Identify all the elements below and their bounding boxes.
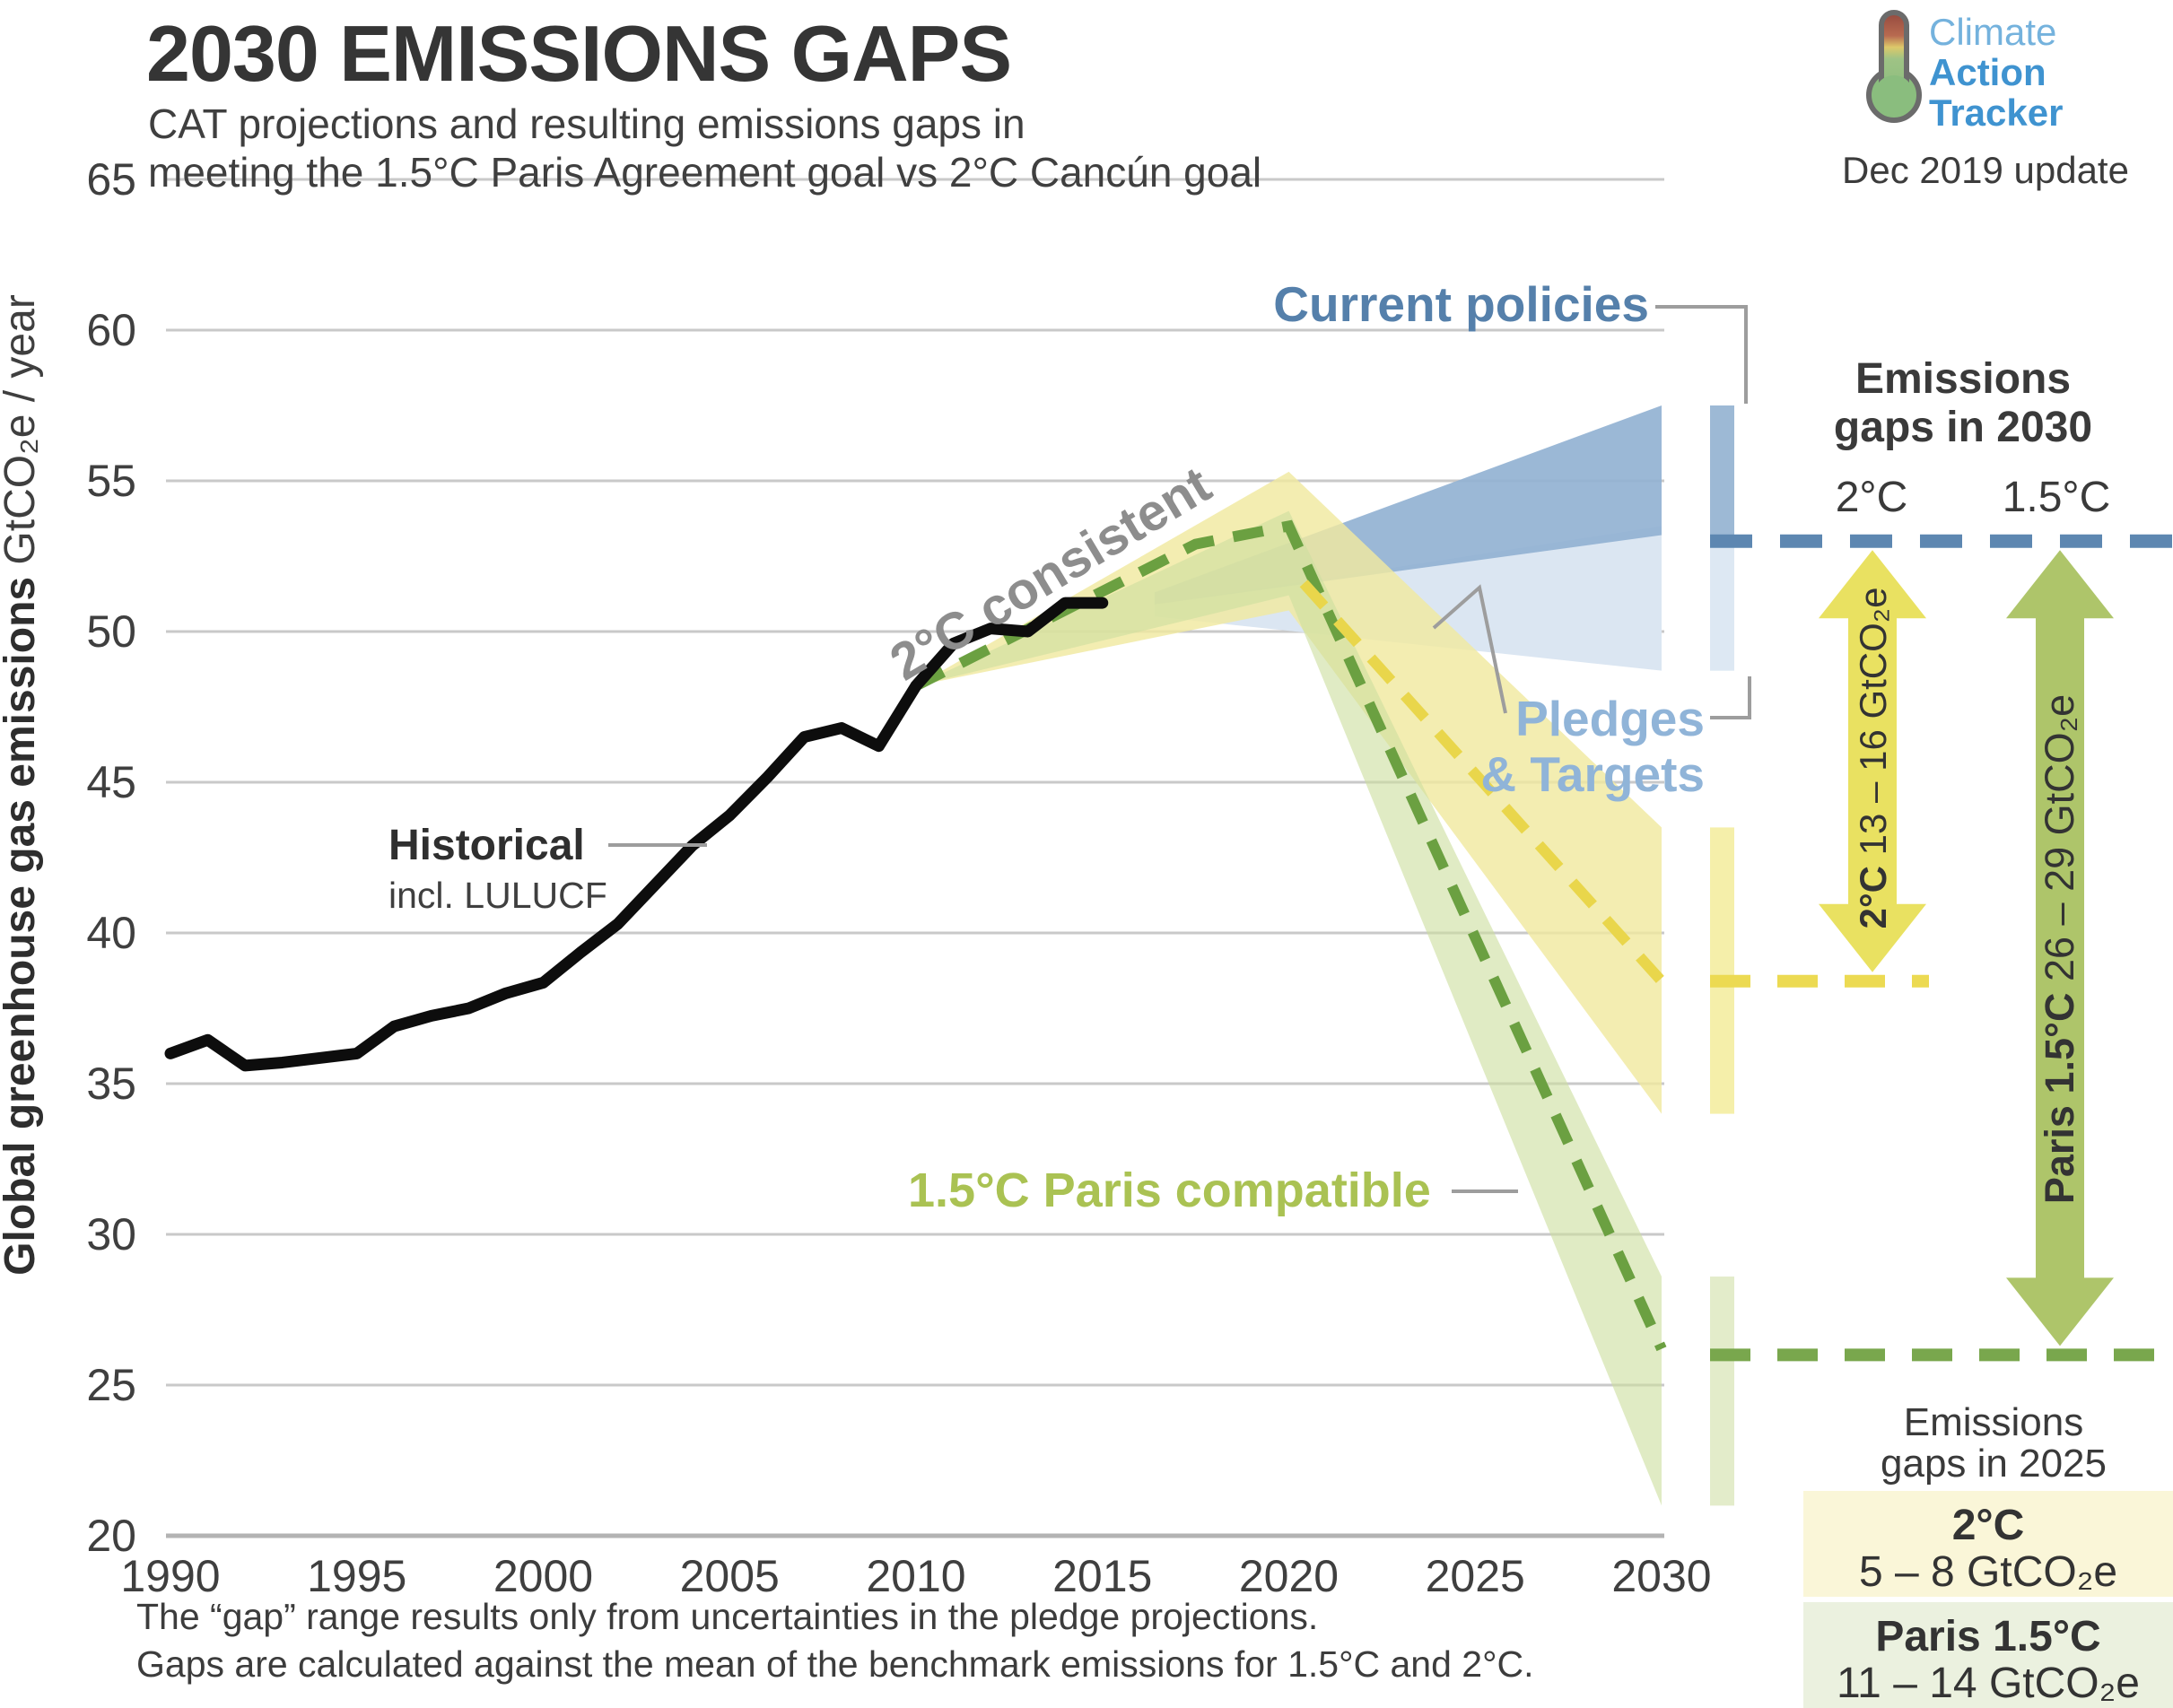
update-note: Dec 2019 update xyxy=(1842,149,2129,191)
logo-word-action: Action xyxy=(1929,51,2046,93)
y-tick-label-35: 35 xyxy=(86,1059,136,1109)
x-tick-label-1995: 1995 xyxy=(307,1551,406,1601)
paris-15-band xyxy=(916,510,1662,1506)
y-tick-label-55: 55 xyxy=(86,456,136,506)
bar-pledges xyxy=(1710,535,1734,671)
two-deg-pathway xyxy=(1299,580,1666,985)
logo-word-climate: Climate xyxy=(1929,11,2056,53)
x-tick-label-2030: 2030 xyxy=(1611,1551,1711,1601)
gridlines xyxy=(166,178,1664,1538)
x-tick-label-2025: 2025 xyxy=(1426,1551,1525,1601)
range-bars-2030 xyxy=(1710,405,1734,1506)
historical-sublabel: incl. LULUCF xyxy=(388,875,607,916)
gaps-2030-col-2c: 2°C xyxy=(1836,474,1908,521)
y-tick-label-65: 65 xyxy=(86,154,136,205)
one-five-compatible-label: 1.5°C Paris compatible xyxy=(908,1163,1431,1217)
x-tick-label-2000: 2000 xyxy=(493,1551,593,1601)
bar-one-five xyxy=(1710,1277,1734,1506)
gaps-2025-title-line1: Emissions xyxy=(1904,1400,2084,1444)
y-tick-label-20: 20 xyxy=(86,1511,136,1561)
gap-arrow-2c-label-range: 13 – 16 GtCO₂e xyxy=(1852,588,1894,856)
benchmark-dashed-lines xyxy=(1710,534,2173,1362)
y-tick-label-45: 45 xyxy=(86,757,136,807)
y-axis-title-bold: Global greenhouse gas emissions xyxy=(0,577,44,1276)
current-policies-label: Current policies xyxy=(1273,276,1649,332)
gap-arrow-2c-label-bold: 2°C xyxy=(1852,855,1894,928)
gaps-2030-title-line2: gaps in 2030 xyxy=(1834,404,2092,451)
gaps-2030-title-line1: Emissions xyxy=(1855,355,2071,403)
climate-action-tracker-logo: Climate Action Tracker xyxy=(1866,10,2063,134)
y-axis-title-unit: GtCO₂e / year xyxy=(0,294,44,577)
x-tick-label-1990: 1990 xyxy=(120,1551,220,1601)
y-tick-label-30: 30 xyxy=(86,1209,136,1259)
y-axis-title: Global greenhouse gas emissions GtCO₂e /… xyxy=(0,294,44,1276)
gaps-2025-2c-box xyxy=(1803,1491,2173,1597)
y-tick-label-60: 60 xyxy=(86,305,136,355)
bar-two-deg xyxy=(1710,827,1734,1114)
historical-line xyxy=(164,597,1109,1072)
gaps-2025-2c-label: 2°C xyxy=(1952,1502,2025,1549)
logo-word-tracker: Tracker xyxy=(1929,92,2063,134)
thermometer-icon xyxy=(1866,10,1922,123)
gap-arrow-15 xyxy=(2006,550,2114,1346)
gap-arrow-15-label-bold: Paris 1.5°C xyxy=(2037,981,2082,1204)
scenario-bands xyxy=(916,405,1662,1506)
gap-arrows xyxy=(1819,550,2114,1346)
gaps-2025-2c-value: 5 – 8 GtCO₂e xyxy=(1859,1548,2117,1596)
gaps-2025-15-label: Paris 1.5°C xyxy=(1875,1613,2100,1660)
gap-arrow-2c xyxy=(1819,550,1926,972)
page-title: 2030 EMISSIONS GAPS xyxy=(146,9,1011,98)
x-tick-label-2005: 2005 xyxy=(680,1551,780,1601)
x-tick-label-2020: 2020 xyxy=(1239,1551,1339,1601)
pledges-label-line1: Pledges xyxy=(1515,691,1705,746)
current-policies-leader-line xyxy=(1655,305,1748,404)
x-tick-label-2010: 2010 xyxy=(866,1551,965,1601)
x-tick-label-2015: 2015 xyxy=(1052,1551,1152,1601)
pledges-leader-line xyxy=(1710,676,1751,719)
gap-arrow-15-label: Paris 1.5°C 26 – 29 GtCO₂e xyxy=(2037,694,2082,1204)
gap-arrow-15-label-range: 26 – 29 GtCO₂e xyxy=(2037,694,2082,981)
pledges-label-line2: & Targets xyxy=(1480,746,1705,802)
gaps-2025-title-line2: gaps in 2025 xyxy=(1881,1442,2107,1486)
footnote-line1: The “gap” range results only from uncert… xyxy=(136,1596,1318,1637)
gaps-2030-col-15c: 1.5°C xyxy=(2003,474,2111,521)
historical-label: Historical xyxy=(388,822,585,869)
page-subtitle-line1: CAT projections and resulting emissions … xyxy=(148,100,1025,147)
gap-arrow-2c-label: 2°C 13 – 16 GtCO₂e xyxy=(1852,588,1894,929)
y-tick-label-25: 25 xyxy=(86,1360,136,1410)
y-tick-label-50: 50 xyxy=(86,606,136,657)
historical-emissions-line xyxy=(164,597,1109,1072)
two-deg-leader-line xyxy=(1432,584,1507,714)
page-subtitle-line2: meeting the 1.5°C Paris Agreement goal v… xyxy=(148,149,1261,196)
gaps-2025-15-value: 11 – 14 GtCO₂e xyxy=(1837,1660,2140,1707)
footnote-line2: Gaps are calculated against the mean of … xyxy=(136,1643,1533,1685)
y-tick-label-40: 40 xyxy=(86,908,136,958)
gaps-2025-15-box xyxy=(1803,1602,2173,1708)
bar-current-policies xyxy=(1710,405,1734,536)
